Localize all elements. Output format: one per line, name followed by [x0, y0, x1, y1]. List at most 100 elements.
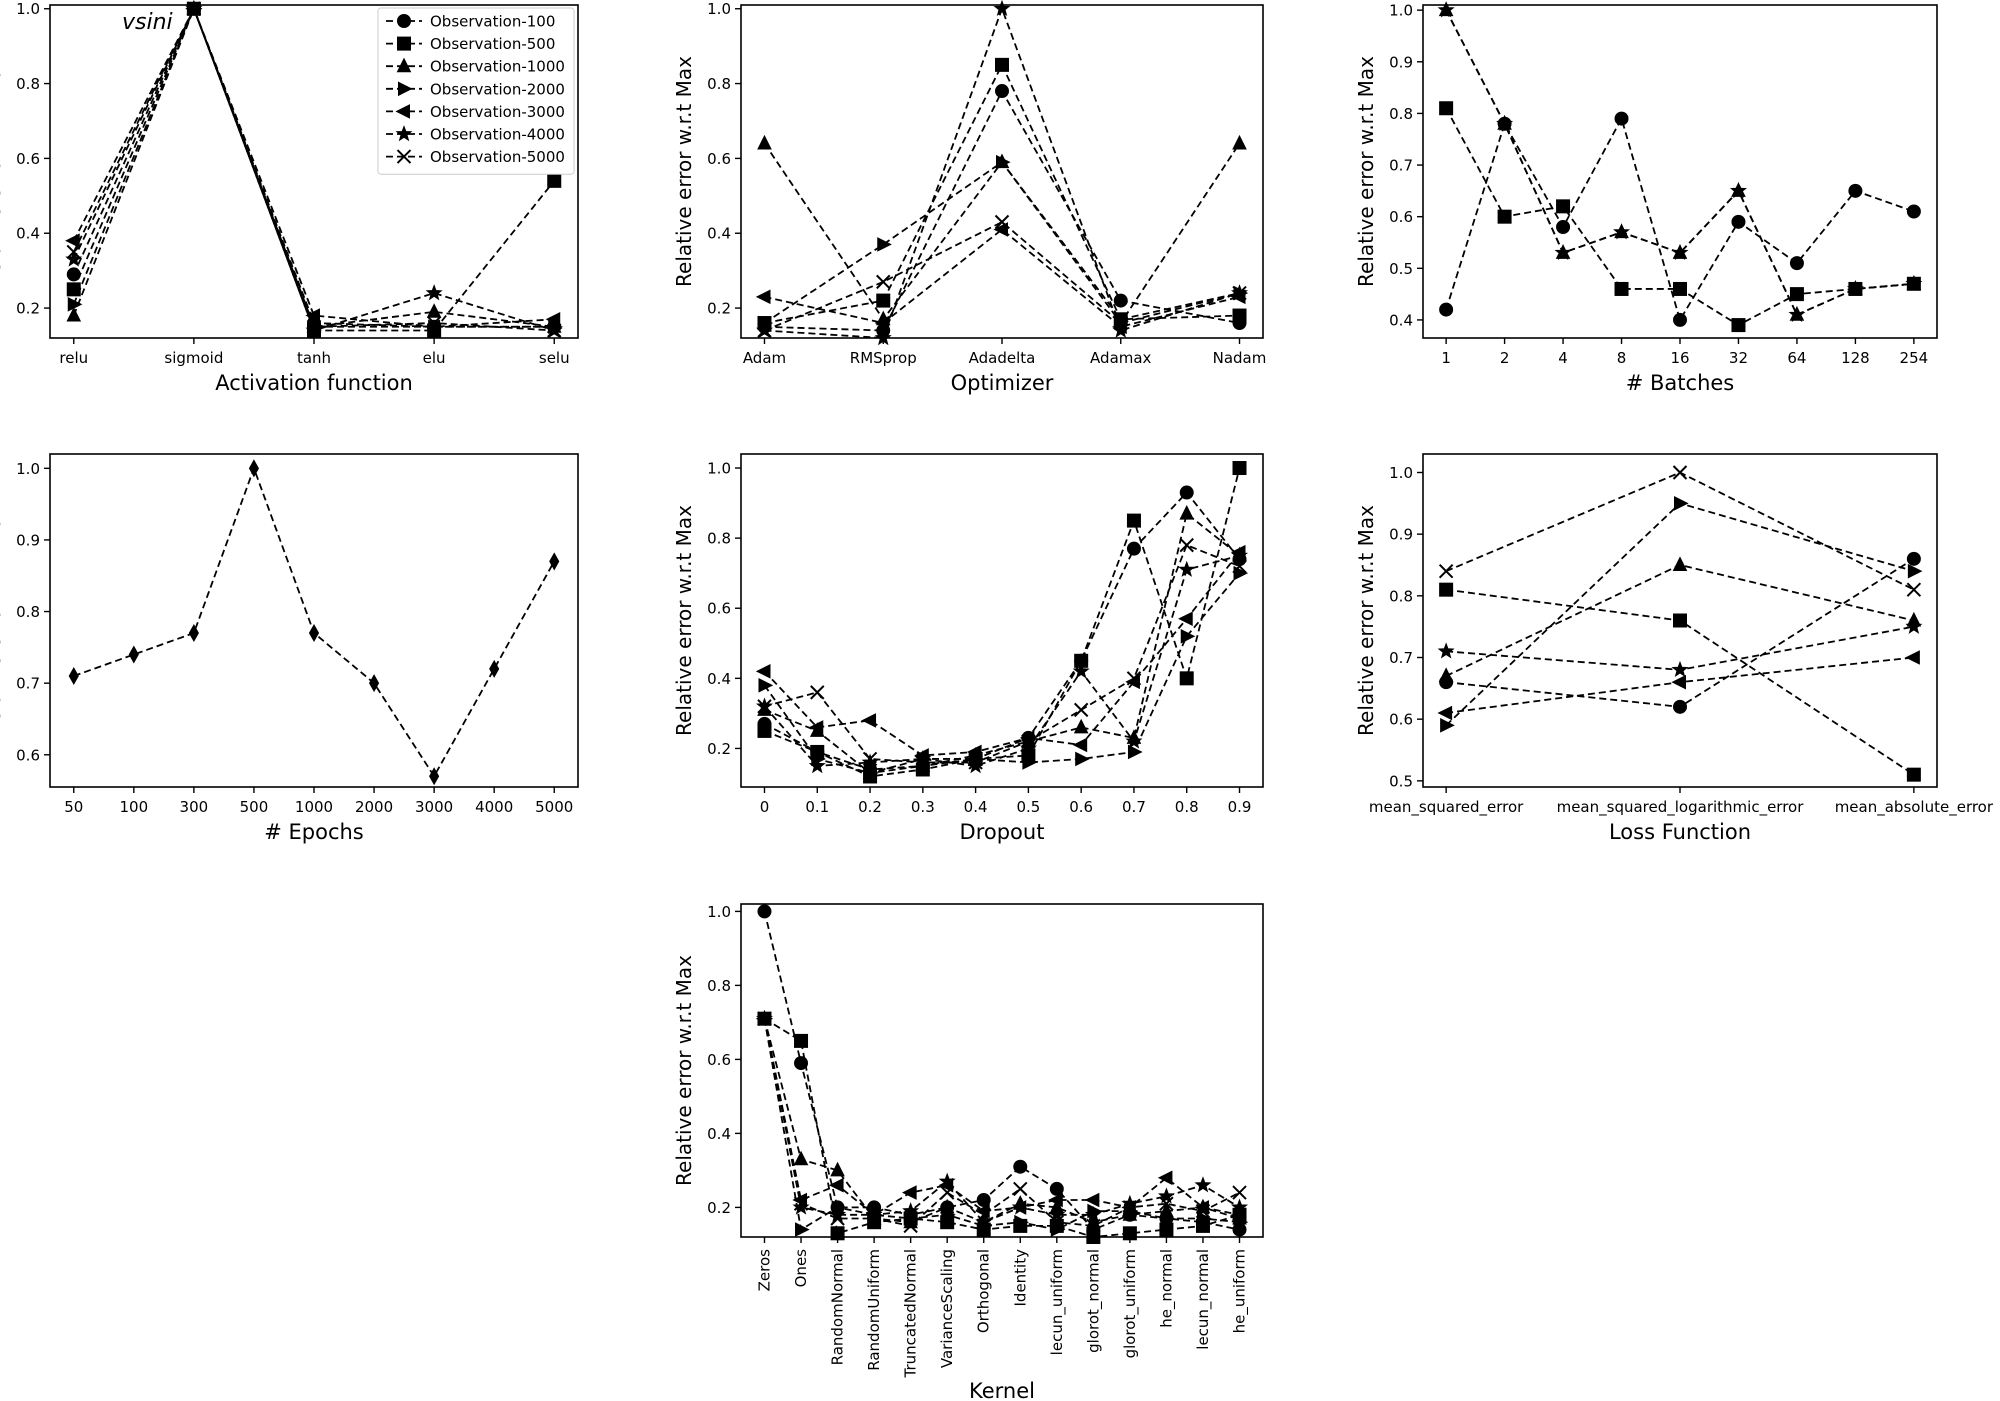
data-point: [996, 154, 1011, 170]
x-axis-label: Optimizer: [951, 371, 1054, 395]
data-point: [1014, 1214, 1029, 1230]
y-tick-label: 0.2: [707, 300, 731, 318]
data-point: [1127, 744, 1143, 760]
chart-activation: 0.2 0.4 0.6 0.8 1.0 relu sigmoid tanh elu selu Act…: [0, 0, 579, 395]
series-observation-4000: [1437, 617, 1923, 678]
y-tick-label: 0.8: [16, 75, 40, 93]
data-point: [976, 1207, 991, 1223]
data-point: [128, 645, 139, 664]
data-point: [1084, 1192, 1100, 1208]
data-point: [305, 308, 320, 323]
legend-entry: Observation-3000: [386, 103, 565, 121]
data-point: [877, 237, 892, 252]
chart-batches: 0.4 0.5 0.6 0.7 0.8 0.9 1.0 1 2 4 8 16 32 64 128 254 # B…: [1354, 1, 1938, 395]
series-observation-1000: [1438, 556, 1922, 682]
data-point: [1440, 718, 1455, 733]
data-point: [757, 723, 772, 738]
data-point: [866, 1211, 882, 1226]
data-point: [1614, 111, 1629, 126]
y-tick-label: 0.4: [707, 225, 731, 243]
data-point: [1179, 485, 1194, 500]
data-point: [795, 1222, 810, 1237]
series-observation-100: [1439, 551, 1921, 714]
data-point: [794, 1033, 809, 1048]
data-point: [547, 323, 562, 338]
data-point: [1113, 293, 1128, 308]
data-point: [1496, 114, 1514, 131]
data-point: [66, 244, 81, 260]
data-point: [864, 765, 879, 781]
data-point: [1673, 281, 1687, 296]
x-tick-label: sigmoid: [164, 349, 223, 367]
data-point: [993, 222, 1008, 237]
data-point: [1086, 1218, 1101, 1234]
data-point: [995, 84, 1009, 99]
data-point: [1179, 504, 1195, 520]
data-point: [915, 755, 931, 770]
data-point: [1673, 312, 1687, 327]
data-point: [1233, 565, 1249, 581]
data-point: [755, 289, 771, 305]
data-point: [1160, 1211, 1176, 1226]
data-point: [1050, 1222, 1066, 1237]
series-line: [763, 554, 1240, 767]
x-tick-label: mean_absolute_error: [1835, 798, 1994, 817]
data-point: [1731, 214, 1746, 229]
x-tick-label: mean_squared_error: [1369, 798, 1524, 817]
data-point: [1159, 1222, 1174, 1237]
y-tick-label: 0.8: [1389, 587, 1413, 605]
data-point: [1439, 101, 1454, 116]
series-observation-100: [757, 84, 1247, 338]
y-tick-label: 0.6: [707, 150, 731, 168]
x-tick-label: TruncatedNormal: [902, 1249, 920, 1378]
data-point: [1232, 308, 1247, 323]
legend-label: Observation-1000: [430, 58, 565, 76]
data-point: [874, 329, 892, 346]
series-observation-5000: [757, 1011, 1247, 1234]
data-point: [1232, 461, 1247, 476]
annotation-text: vsini: [122, 10, 173, 35]
legend-entry: Observation-1000: [386, 57, 565, 76]
data-point: [1438, 667, 1454, 682]
data-point: [1906, 767, 1921, 782]
x-tick-label: 300: [180, 798, 209, 816]
data-point: [1178, 611, 1193, 627]
y-tick-label: 0.2: [707, 1199, 731, 1217]
data-point: [1672, 465, 1688, 480]
data-point: [1048, 1192, 1063, 1208]
data-point: [757, 323, 772, 338]
y-tick-label: 0.9: [1389, 526, 1413, 544]
series-line: [72, 6, 555, 328]
y-tick-label: 0.2: [707, 740, 731, 758]
y-tick-label: 0.6: [1389, 208, 1413, 226]
x-tick-label: 1: [1441, 349, 1451, 367]
y-tick-label: 1.0: [707, 0, 731, 18]
data-point: [1232, 1185, 1247, 1200]
series-line: [1445, 116, 1915, 323]
y-tick-label: 1.0: [707, 903, 731, 921]
data-point: [757, 134, 772, 150]
data-point: [876, 293, 891, 308]
y-axis-label: Relative error w.r.t Max: [0, 505, 5, 736]
x-tick-label: Adadelta: [969, 349, 1036, 367]
data-point: [1157, 1170, 1173, 1186]
data-point: [1232, 558, 1247, 574]
data-point: [1196, 1211, 1212, 1226]
x-tick-label: 0: [760, 798, 770, 816]
data-point: [1673, 699, 1687, 714]
data-point: [1905, 274, 1923, 292]
series-observation-5000: [1438, 465, 1922, 597]
y-axis-label: Relative error w.r.t Max: [1354, 505, 1378, 736]
data-point: [1439, 582, 1454, 597]
data-point: [1231, 1198, 1248, 1215]
chart-dropout: 0.2 0.4 0.6 0.8 1.0 0 0.1 0.2 0.3 0.4 0.5 0.6 0.7 0.8…: [672, 453, 1264, 844]
x-axis-label: Dropout: [960, 820, 1045, 844]
legend-label: Observation-5000: [430, 148, 565, 166]
series-observation-5000: [757, 537, 1247, 770]
data-point: [993, 0, 1011, 16]
data-point: [425, 284, 443, 301]
series-observation-500: [757, 461, 1247, 784]
legend-label: Observation-100: [430, 13, 555, 31]
series-observation-500: [757, 57, 1247, 331]
x-tick-label: 0.7: [1122, 798, 1146, 816]
